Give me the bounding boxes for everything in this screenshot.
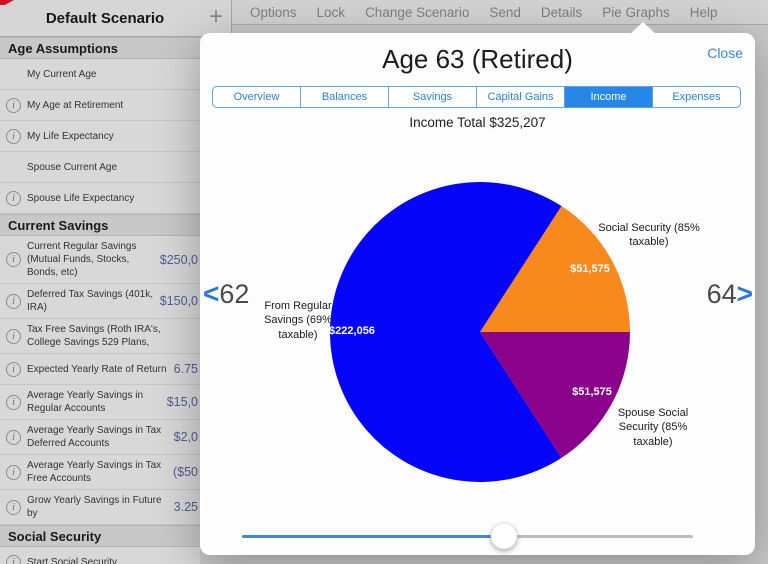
row-label: My Life Expectancy xyxy=(27,130,114,142)
toolbar-item-details[interactable]: Details xyxy=(540,4,583,20)
popover-title: Age 63 (Retired) xyxy=(382,44,573,74)
slice-value-regular-savings: $222,056 xyxy=(329,325,375,337)
scenario-title: Default Scenario xyxy=(45,10,165,27)
sidebar-row-tax-free-savings-roth-ira-s-college-savi[interactable]: i Tax Free Savings (Roth IRA's, College S… xyxy=(0,319,200,354)
info-icon[interactable]: i xyxy=(6,190,21,206)
info-icon[interactable]: i xyxy=(6,429,21,445)
info-icon[interactable]: i xyxy=(6,464,21,480)
row-label: My Current Age xyxy=(27,68,97,80)
tab-savings[interactable]: Savings xyxy=(389,87,477,107)
toolbar-item-help[interactable]: Help xyxy=(689,4,718,20)
pie-slice-from-regular-savings-69-taxabl xyxy=(329,181,562,482)
info-icon[interactable]: i xyxy=(6,252,21,267)
sidebar-section-current-savings: Current Savings xyxy=(0,214,200,236)
sidebar-row-my-life-expectancy[interactable]: i My Life Expectancy xyxy=(0,121,200,152)
row-label: Average Yearly Savings in Tax Deferred A… xyxy=(27,425,162,449)
toolbar-item-send[interactable]: Send xyxy=(489,4,521,20)
row-value: ($50 xyxy=(172,465,198,479)
row-label: Tax Free Savings (Roth IRA's, College Sa… xyxy=(27,324,161,348)
info-icon[interactable]: i xyxy=(6,394,21,410)
slice-label-spouse-social-security: Spouse Social Security (85% taxable) xyxy=(617,407,689,448)
sidebar-header: Default Scenario + xyxy=(0,0,232,37)
pie-slice-spouse-social-security-85-taxa xyxy=(480,331,630,458)
info-icon[interactable]: i xyxy=(6,361,21,377)
slice-label-social-security: Social Security (85% taxable) xyxy=(598,222,700,249)
row-label: Spouse Current Age xyxy=(27,161,118,173)
slice-value-social-security: $51,575 xyxy=(570,263,610,275)
sidebar-row-average-yearly-savings-in-tax-free-accou[interactable]: i Average Yearly Savings in Tax Free Acco… xyxy=(0,455,200,490)
sidebar-section-social-security: Social Security xyxy=(0,525,200,547)
row-label: Grow Yearly Savings in Future by xyxy=(27,495,162,519)
segmented-control: Overview Balances Savings Capital Gains Inco… xyxy=(212,86,741,108)
toolbar-item-pie-graphs[interactable]: Pie Graphs xyxy=(602,4,670,20)
sidebar-row-spouse-life-expectancy[interactable]: i Spouse Life Expectancy xyxy=(0,183,200,214)
sidebar-row-average-yearly-savings-in-regular-accoun[interactable]: i Average Yearly Savings in Regular Accou… xyxy=(0,385,200,420)
row-label: Start Social Security xyxy=(27,556,118,564)
row-label: Average Yearly Savings in Regular Accoun… xyxy=(27,390,144,414)
slider-thumb[interactable] xyxy=(490,522,518,550)
row-value: $2,0 xyxy=(173,430,198,444)
row-value: 6.75 xyxy=(173,362,198,376)
sidebar-section-age-assumptions: Age Assumptions xyxy=(0,37,200,59)
tab-capital-gains[interactable]: Capital Gains xyxy=(477,87,565,107)
info-icon[interactable]: i xyxy=(6,97,21,113)
row-label: Spouse Life Expectancy xyxy=(27,192,135,204)
row-label: Expected Yearly Rate of Return xyxy=(27,363,167,375)
info-icon[interactable]: i xyxy=(6,128,21,144)
toolbar-item-change-scenario[interactable]: Change Scenario xyxy=(365,4,470,20)
info-icon[interactable]: i xyxy=(6,499,21,515)
slice-value-spouse-social-security: $51,575 xyxy=(572,386,612,398)
row-label: My Age at Retirement xyxy=(27,99,124,111)
toolbar-item-lock[interactable]: Lock xyxy=(316,4,346,20)
corner-indicator xyxy=(0,0,14,5)
slice-label-regular-savings: From Regular Savings (69% taxable) xyxy=(264,300,332,341)
tab-overview[interactable]: Overview xyxy=(213,87,301,107)
row-value: $150,0 xyxy=(159,294,198,308)
previous-age-label: 62 xyxy=(219,279,250,309)
sidebar-row-deferred-tax-savings-401k-ira[interactable]: i Deferred Tax Savings (401k, IRA) $150,0 xyxy=(0,284,200,319)
sidebar-row-grow-yearly-savings-in-future-by[interactable]: i Grow Yearly Savings in Future by 3.25 xyxy=(0,490,200,525)
next-age-button[interactable]: 64 > xyxy=(706,278,753,310)
info-icon[interactable]: i xyxy=(6,328,21,344)
sidebar-row-expected-yearly-rate-of-return[interactable]: i Expected Yearly Rate of Return 6.75 xyxy=(0,354,200,385)
tab-balances[interactable]: Balances xyxy=(301,87,389,107)
income-total: Income Total $325,207 xyxy=(409,115,546,130)
info-icon[interactable]: i xyxy=(6,554,21,564)
row-label: Average Yearly Savings in Tax Free Accou… xyxy=(27,460,162,484)
tab-expenses[interactable]: Expenses xyxy=(672,91,721,103)
toolbar-item-options[interactable]: Options xyxy=(250,4,297,20)
row-label: Current Regular Savings (Mutual Funds, S… xyxy=(27,241,137,278)
sidebar-row-my-age-at-retirement[interactable]: i My Age at Retirement xyxy=(0,90,200,121)
age-slider[interactable] xyxy=(242,522,693,550)
sidebar-row-spouse-current-age[interactable]: Spouse Current Age xyxy=(0,152,200,183)
sidebar-row-average-yearly-savings-in-tax-deferred-a[interactable]: i Average Yearly Savings in Tax Deferred … xyxy=(0,420,200,455)
sidebar-row-my-current-age[interactable]: My Current Age xyxy=(0,59,200,90)
slider-fill xyxy=(242,535,504,538)
pie-slice-social-security-85-taxable xyxy=(480,206,630,332)
chevron-right-icon: > xyxy=(736,278,753,309)
previous-age-button[interactable]: < 62 xyxy=(203,278,250,310)
row-label: Deferred Tax Savings (401k, IRA) xyxy=(27,289,153,313)
sidebar-row-start-social-security[interactable]: i Start Social Security xyxy=(0,547,200,564)
close-button[interactable]: Close xyxy=(707,45,743,61)
pie-graph-popover: Close Age 63 (Retired) Overview Balances S… xyxy=(200,22,755,555)
sidebar-row-current-regular-savings-mutual-funds-sto[interactable]: i Current Regular Savings (Mutual Funds, … xyxy=(0,236,200,284)
add-scenario-button[interactable]: + xyxy=(208,3,223,30)
row-value: 3.25 xyxy=(173,500,198,514)
income-pie-chart xyxy=(329,181,630,482)
row-value: $15,0 xyxy=(166,395,198,409)
next-age-label: 64 xyxy=(706,279,737,309)
settings-sidebar: Age Assumptions My Current Age i My Age at … xyxy=(0,37,200,564)
chevron-left-icon: < xyxy=(203,278,220,309)
tab-income[interactable]: Income xyxy=(565,87,653,107)
row-value: $250,0 xyxy=(159,252,198,267)
info-icon[interactable]: i xyxy=(6,293,21,309)
